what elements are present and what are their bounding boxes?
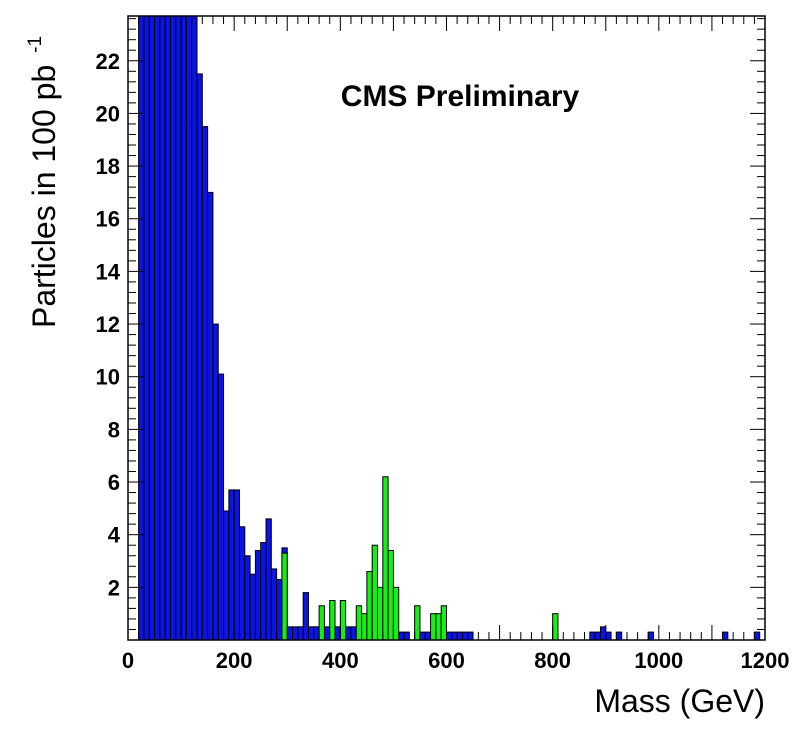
histogram-bar-green bbox=[430, 613, 437, 641]
histogram-bar-blue bbox=[265, 518, 272, 641]
y-tick-label: 10 bbox=[96, 365, 120, 390]
x-tick-label: 200 bbox=[216, 648, 253, 673]
x-tick-label: 0 bbox=[122, 648, 134, 673]
y-tick-label: 8 bbox=[108, 417, 120, 442]
histogram-bar-blue bbox=[217, 373, 225, 641]
histogram-bar-blue bbox=[154, 15, 161, 641]
histogram-bar-blue bbox=[461, 631, 469, 641]
histogram-bar-blue bbox=[244, 555, 251, 641]
y-tick-label: 6 bbox=[108, 470, 120, 495]
histogram-bar-blue bbox=[456, 631, 463, 641]
x-axis-title: Mass (GeV) bbox=[594, 683, 765, 719]
y-tick-label: 14 bbox=[96, 259, 121, 284]
histogram-bar-blue bbox=[419, 631, 426, 641]
y-tick-label: 12 bbox=[96, 312, 120, 337]
histogram-bar-blue bbox=[185, 15, 193, 641]
y-tick-label: 16 bbox=[96, 207, 120, 232]
histogram-bar-blue bbox=[207, 191, 214, 641]
histogram-bar-blue bbox=[589, 631, 596, 641]
y-tick-label: 22 bbox=[96, 49, 120, 74]
histogram-bar-blue bbox=[249, 573, 256, 641]
histogram-bar-blue bbox=[307, 626, 315, 641]
histogram-bar-green bbox=[366, 571, 373, 641]
y-tick-label: 2 bbox=[108, 575, 120, 600]
histogram-bar-green bbox=[355, 605, 363, 641]
histogram-bar-blue bbox=[180, 15, 187, 641]
histogram-bar-blue bbox=[254, 549, 262, 641]
histogram-bar-green bbox=[387, 549, 394, 641]
histogram-bar-blue bbox=[228, 489, 235, 641]
histogram-bar-blue bbox=[233, 489, 240, 641]
histogram-bar-green bbox=[440, 605, 448, 641]
histogram-bar-green bbox=[329, 600, 336, 641]
histogram-bar-blue bbox=[201, 126, 209, 641]
histogram-bar-green bbox=[552, 613, 559, 641]
histogram-bar-blue bbox=[424, 631, 432, 641]
histogram-bar-blue bbox=[446, 631, 453, 641]
histogram-bar-blue bbox=[196, 73, 203, 641]
x-tick-labels: 0 200 400 600 800 1000 1200 bbox=[122, 648, 790, 673]
histogram-bar-green bbox=[435, 613, 442, 641]
histogram-bar-green bbox=[361, 613, 368, 641]
histogram-bar-blue bbox=[175, 15, 182, 641]
histogram-bar-blue bbox=[260, 542, 267, 641]
y-axis-title-main: Particles in 100 pb bbox=[26, 65, 62, 328]
histogram-bar-green bbox=[392, 586, 400, 641]
y-axis-title-superscript: -1 bbox=[25, 36, 46, 53]
histogram-bar-blue bbox=[143, 15, 150, 641]
histogram-bar-blue bbox=[403, 631, 410, 641]
y-tick-label: 18 bbox=[96, 154, 120, 179]
chart-title: CMS Preliminary bbox=[341, 80, 580, 113]
histogram-bar-blue bbox=[605, 631, 612, 641]
histogram-bar-green bbox=[281, 552, 288, 641]
x-tick-label: 400 bbox=[322, 648, 359, 673]
histogram-bar-blue bbox=[238, 526, 246, 641]
histogram-bar-blue bbox=[647, 631, 655, 641]
histogram-bar-green bbox=[318, 605, 325, 641]
histogram-bar-green bbox=[376, 586, 384, 641]
histogram-bar-blue bbox=[270, 568, 278, 641]
histogram-bar-blue bbox=[313, 626, 320, 641]
x-tick-label: 1000 bbox=[634, 648, 683, 673]
histogram-bar-blue bbox=[334, 626, 341, 641]
histogram-bar-blue bbox=[594, 631, 601, 641]
y-tick-labels: 2 4 6 8 10 12 14 16 18 20 22 bbox=[96, 49, 121, 601]
y-tick-label: 4 bbox=[108, 523, 121, 548]
y-tick-label: 20 bbox=[96, 101, 120, 126]
histogram-bar-green bbox=[382, 476, 389, 641]
histogram-bar-blue bbox=[223, 510, 230, 641]
histogram-bar-blue bbox=[138, 15, 145, 641]
histogram-bar-blue bbox=[212, 323, 219, 641]
x-tick-label: 1200 bbox=[741, 648, 790, 673]
axis-ticks bbox=[127, 16, 766, 640]
histogram-bar-green bbox=[371, 544, 378, 641]
histogram-bar-blue bbox=[722, 631, 729, 641]
histogram-bar-blue bbox=[276, 578, 283, 641]
histogram-bar-blue bbox=[292, 626, 299, 641]
histogram-bar-blue bbox=[164, 15, 171, 641]
histogram-bar-blue bbox=[148, 15, 156, 641]
histogram-bar-green bbox=[339, 600, 347, 641]
histogram-bar-blue bbox=[169, 15, 177, 641]
histogram-bar-blue bbox=[323, 626, 331, 641]
histogram-bar-blue bbox=[286, 626, 294, 641]
histogram-bar-blue bbox=[302, 592, 309, 641]
histogram-bar-blue bbox=[350, 626, 357, 641]
histogram-bar-blue bbox=[297, 626, 304, 641]
histogram-bar-blue bbox=[191, 15, 198, 641]
y-axis-title: Particles in 100 pb -1 bbox=[25, 36, 62, 328]
histogram-bar-blue bbox=[753, 631, 761, 641]
histogram-bar-blue bbox=[159, 15, 166, 641]
histogram-bar-blue bbox=[398, 631, 405, 641]
histogram-bar-blue bbox=[467, 631, 474, 641]
x-tick-label: 800 bbox=[534, 648, 571, 673]
histogram-bar-blue bbox=[599, 626, 607, 641]
histogram-bar-blue bbox=[615, 631, 623, 641]
x-tick-label: 600 bbox=[428, 648, 465, 673]
histogram-bar-blue bbox=[345, 626, 352, 641]
histogram-bar-green bbox=[414, 605, 421, 641]
histogram-bar-blue bbox=[451, 631, 458, 641]
